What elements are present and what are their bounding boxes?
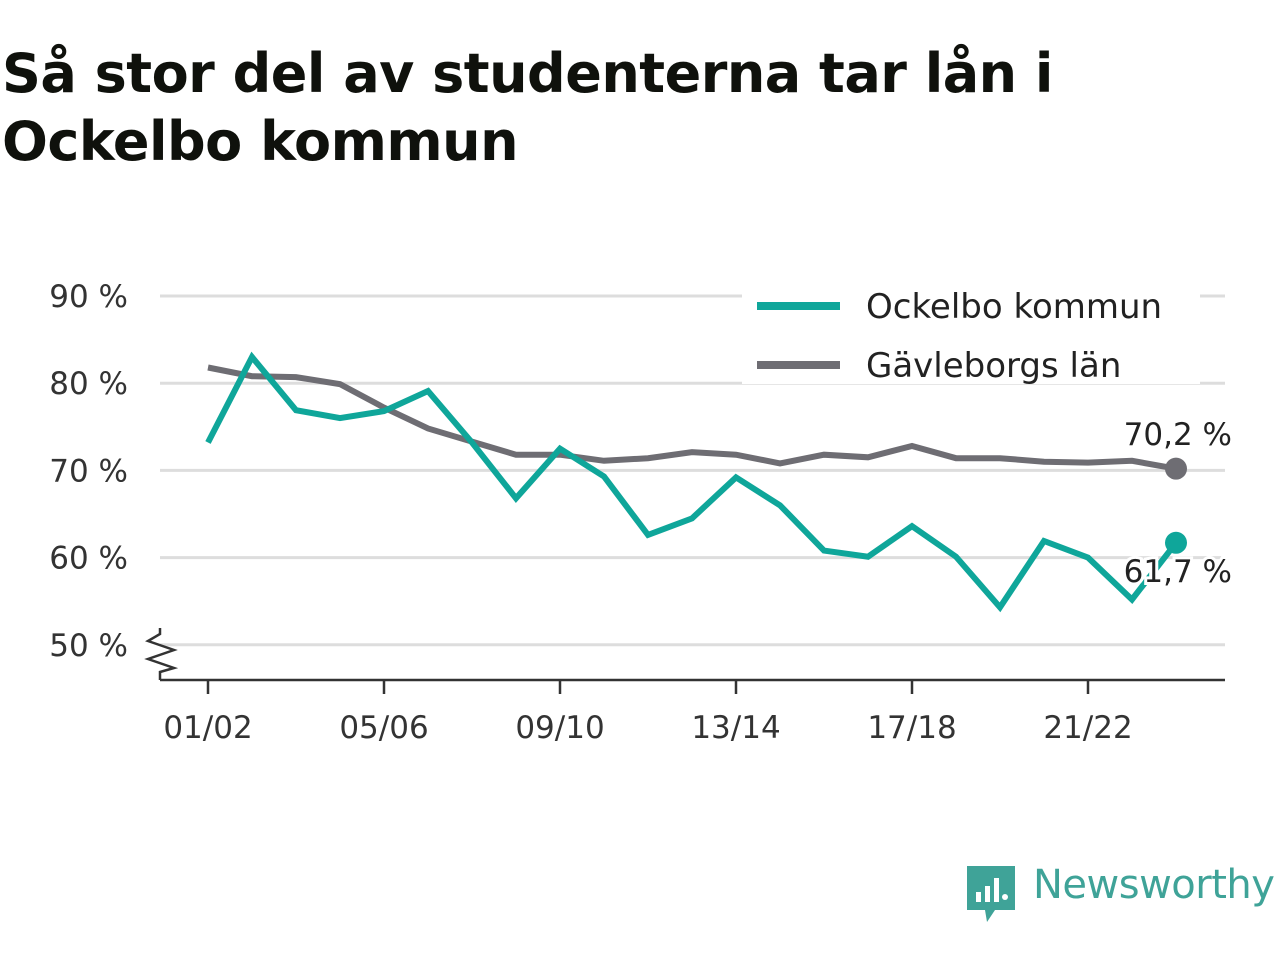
x-tick-label: 17/18	[867, 710, 956, 746]
series-line-ockelbo	[205, 351, 1179, 613]
end-label-ockelbo: 61,7 %	[1124, 554, 1232, 590]
axes: 50 % 60 % 70 % 80 % 90 % 01/02 05/06 09/10 13/14…	[49, 279, 1225, 746]
y-tick-label: 50 %	[49, 628, 128, 664]
x-tick-label: 01/02	[163, 710, 252, 746]
series-line-gavleborg	[207, 364, 1177, 472]
end-label-gavleborg: 70,2 %	[1124, 417, 1232, 453]
y-tick-label: 70 %	[49, 453, 128, 489]
chart-title: Så stor del av studenterna tar lån i Ock…	[2, 42, 1053, 173]
brand-name: Newsworthy	[1033, 862, 1275, 908]
x-tick-label: 21/22	[1043, 710, 1132, 746]
x-tick-label: 13/14	[691, 710, 780, 746]
legend: Ockelbo kommun Gävleborgs län	[742, 278, 1200, 386]
x-tick-label: 09/10	[515, 710, 604, 746]
y-tick-label: 80 %	[49, 366, 128, 402]
newsworthy-logo-icon	[967, 866, 1015, 922]
end-point-gavleborg	[1165, 457, 1187, 480]
y-tick-label: 90 %	[49, 279, 128, 315]
legend-label: Ockelbo kommun	[866, 287, 1162, 327]
end-labels: 70,2 % 61,7 %	[1121, 417, 1235, 593]
legend-label: Gävleborgs län	[866, 346, 1121, 386]
x-tick-label: 05/06	[339, 710, 428, 746]
end-point-ockelbo	[1165, 531, 1187, 554]
y-tick-label: 60 %	[49, 541, 128, 577]
y-axis-break	[144, 628, 179, 680]
series-lines	[205, 351, 1187, 613]
